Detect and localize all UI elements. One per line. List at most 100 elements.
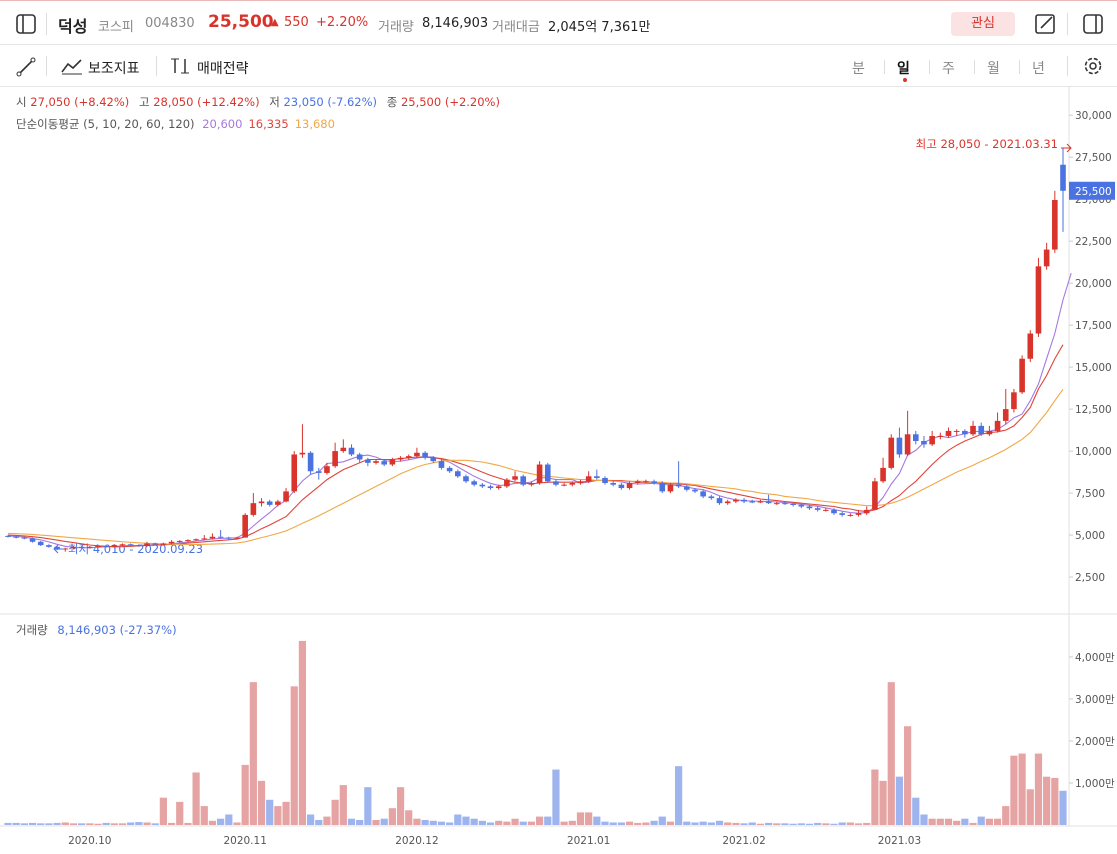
- candle-body: [577, 481, 584, 483]
- ohlc-info: 시 27,050 (+8.42%) 고 28,050 (+12.42%) 저 2…: [16, 94, 500, 110]
- candle-body: [814, 508, 821, 510]
- candle-body: [446, 467, 453, 472]
- candle-body: [405, 456, 412, 458]
- candle-body: [716, 498, 723, 504]
- volume-bar: [666, 821, 675, 825]
- strategy-icon[interactable]: [170, 57, 192, 75]
- volume-bar: [846, 822, 854, 825]
- volume-bar: [61, 822, 69, 825]
- candle-body: [790, 503, 796, 505]
- candle-body: [70, 546, 77, 549]
- volume-bar: [1051, 777, 1059, 825]
- watch-button[interactable]: 관심: [951, 12, 1015, 36]
- ma-value: 20,600: [202, 117, 243, 131]
- candle-body: [765, 501, 772, 504]
- x-tick-label: 2020.11: [223, 835, 266, 847]
- volume-bar: [675, 766, 683, 825]
- market: 코스피: [98, 20, 134, 35]
- candle-body: [495, 486, 502, 489]
- candle-body: [283, 491, 289, 502]
- volume-bar: [773, 823, 781, 825]
- volume-bar: [585, 812, 593, 825]
- candle-body: [455, 471, 461, 477]
- period-separator: [1019, 60, 1020, 74]
- candle-body: [430, 457, 437, 462]
- volume-bar: [895, 776, 904, 825]
- volume-bar: [920, 814, 928, 825]
- period-button[interactable]: 월: [987, 61, 1000, 77]
- volume-bar: [936, 818, 944, 825]
- volume-bar: [12, 822, 20, 825]
- edit-button[interactable]: [1035, 14, 1055, 34]
- sidebar-toggle[interactable]: [16, 14, 36, 34]
- candle-body: [520, 476, 527, 485]
- strategy-button[interactable]: 매매전략: [197, 61, 249, 77]
- x-tick-label: 2020.10: [68, 835, 111, 847]
- draw-tool[interactable]: [16, 57, 36, 77]
- indicators-button[interactable]: 보조지표: [88, 61, 140, 77]
- volume-bar: [421, 819, 429, 825]
- volume-bar: [372, 819, 380, 825]
- volume-bar: [503, 821, 511, 825]
- candle-body: [144, 543, 150, 546]
- indicator-icon[interactable]: [61, 57, 83, 75]
- candle-body: [896, 437, 903, 455]
- last-price-label: 25,500: [1075, 186, 1112, 198]
- low-label: 저: [269, 95, 280, 109]
- volume-bar: [568, 820, 576, 825]
- y-tick-label: 17,500: [1075, 320, 1112, 332]
- volume-bar: [249, 682, 257, 825]
- candle-body: [217, 536, 224, 538]
- candle-body: [291, 454, 298, 492]
- candle-body: [561, 484, 567, 486]
- candle-body: [160, 543, 167, 545]
- volume-bar: [740, 823, 748, 825]
- stock-name: 덕성: [58, 17, 88, 36]
- candle-body: [193, 539, 199, 541]
- period-button[interactable]: 일: [897, 61, 910, 77]
- period-button[interactable]: 년: [1032, 61, 1045, 77]
- ma-line: [7, 388, 1064, 546]
- volume-bar: [266, 799, 274, 825]
- volume-bar: [208, 820, 217, 825]
- candle-body: [111, 545, 118, 547]
- volume-bar: [69, 823, 78, 825]
- candle-body: [634, 481, 641, 483]
- period-button[interactable]: 분: [852, 61, 865, 77]
- y-tick-label: 15,000: [1075, 362, 1112, 374]
- volume-bar: [298, 640, 307, 825]
- volume-bar: [1034, 753, 1043, 825]
- volume-bar: [879, 780, 887, 825]
- candle-body: [1060, 164, 1066, 191]
- candle-body: [872, 481, 878, 510]
- volume-bar: [167, 822, 176, 825]
- volume-bar: [969, 822, 977, 825]
- volume-value: 8,146,903 (-27.37%): [57, 623, 177, 637]
- settings-button[interactable]: [1083, 56, 1103, 76]
- volume-bar: [478, 820, 486, 825]
- volume-bar: [535, 816, 544, 825]
- volume-bar: [1010, 755, 1018, 825]
- volume-bar: [601, 821, 609, 825]
- volume-bar: [20, 823, 28, 825]
- candle-body: [5, 535, 11, 537]
- header: 덕성 코스피 004830 25,500 ▲ 550 +2.20% 거래량 8,…: [0, 0, 1117, 45]
- volume-bar: [331, 799, 339, 825]
- volume-bar: [4, 822, 12, 825]
- candle-body: [1035, 266, 1042, 334]
- panel-toggle[interactable]: [1083, 14, 1103, 34]
- period-button[interactable]: 주: [942, 61, 955, 77]
- candle-body: [46, 545, 52, 547]
- close-label: 종: [386, 95, 398, 109]
- volume-bar: [576, 812, 585, 825]
- volume-bar: [290, 686, 298, 825]
- candle-body: [275, 501, 281, 505]
- candle-body: [95, 545, 101, 547]
- candle-body: [880, 467, 886, 482]
- volume-bar: [28, 822, 37, 825]
- candle-body: [201, 538, 208, 540]
- candle-body: [683, 486, 690, 490]
- volume-label: 거래량: [378, 20, 414, 35]
- arrow: [53, 544, 64, 554]
- volume-bar: [429, 820, 437, 825]
